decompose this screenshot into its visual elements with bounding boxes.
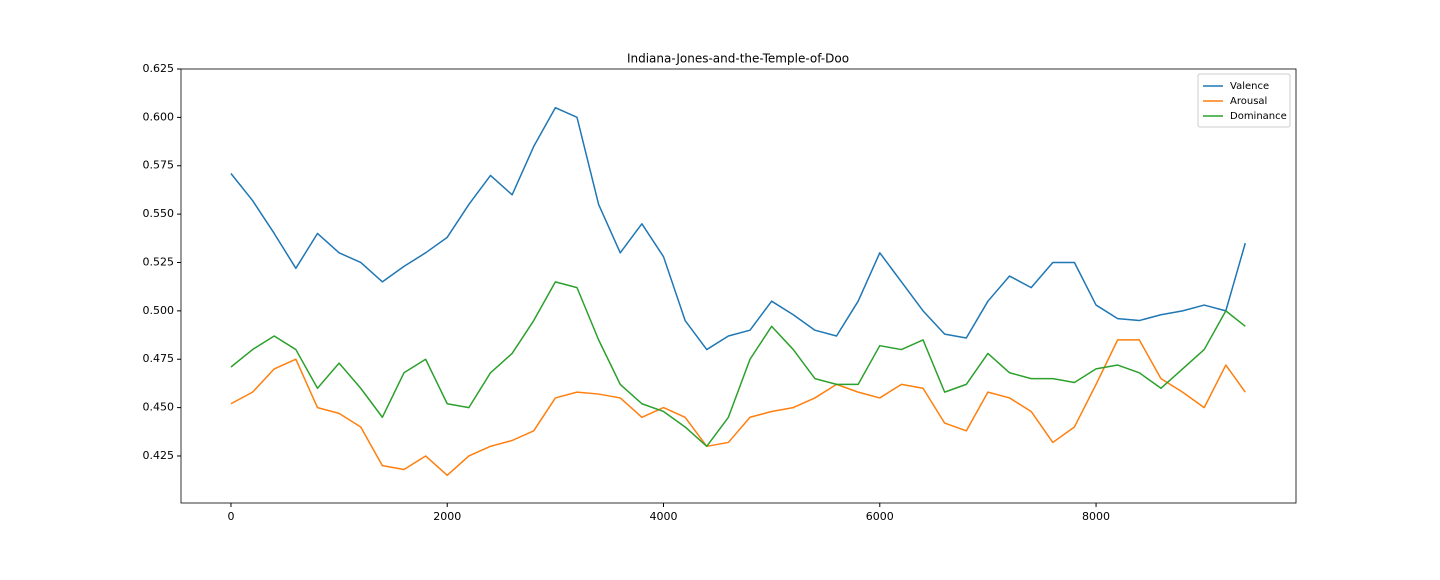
y-tick-label: 0.625	[143, 62, 175, 75]
legend-label: Dominance	[1230, 111, 1287, 122]
y-tick-label: 0.450	[143, 401, 175, 414]
y-tick-label: 0.600	[143, 110, 175, 123]
chart-title: Indiana-Jones-and-the-Temple-of-Doo	[627, 52, 849, 66]
plot-frame	[180, 68, 1297, 504]
series-line	[230, 106, 1247, 351]
y-tick-label: 0.575	[143, 159, 175, 172]
series-line	[230, 281, 1246, 448]
y-tick-label: 0.550	[143, 207, 175, 220]
series-line	[230, 339, 1246, 477]
x-tick-label: 6000	[866, 510, 894, 523]
x-tick-label: 4000	[650, 510, 678, 523]
x-tick-label: 0	[227, 510, 234, 523]
x-tick-label: 2000	[433, 510, 461, 523]
legend-box	[1197, 73, 1291, 128]
y-tick-label: 0.500	[143, 304, 175, 317]
y-tick-label: 0.425	[143, 449, 175, 462]
legend-label: Arousal	[1230, 96, 1267, 107]
legend-label: Valence	[1230, 81, 1269, 92]
x-tick-label: 8000	[1082, 510, 1110, 523]
y-tick-label: 0.475	[143, 352, 175, 365]
y-tick-label: 0.525	[143, 255, 175, 268]
